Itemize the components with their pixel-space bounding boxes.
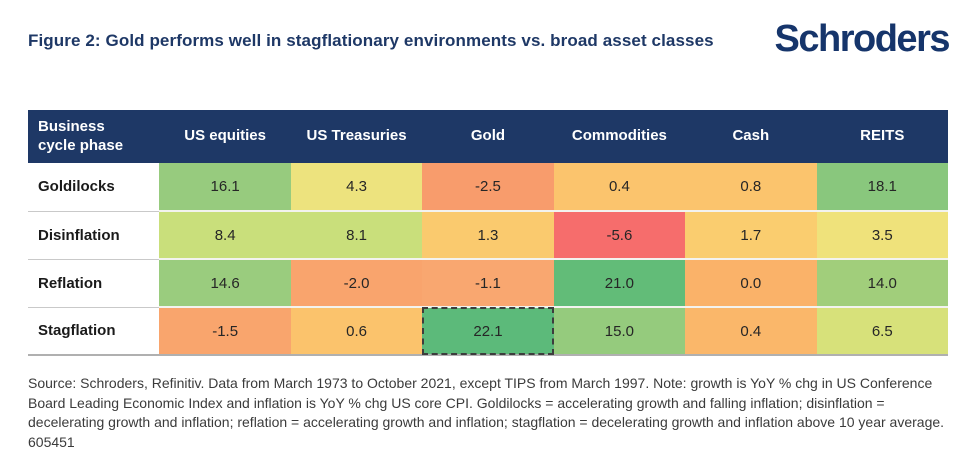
highlighted-value-cell: 22.1 [422, 307, 554, 356]
value-cell: 14.6 [159, 259, 291, 308]
value-cell: 16.1 [159, 163, 291, 212]
column-header: Gold [422, 110, 554, 163]
value-cell: -1.5 [159, 307, 291, 356]
value-cell: 8.1 [290, 211, 423, 260]
value-cell: 3.5 [816, 211, 948, 260]
table-row: Stagflation -1.5 0.6 22.1 15.0 0.4 6.5 [28, 307, 948, 356]
value-cell: -2.5 [422, 163, 554, 212]
schroders-logo: Schroders [774, 18, 951, 60]
value-cell: 0.0 [685, 259, 817, 308]
value-cell: 14.0 [816, 259, 948, 308]
value-cell: 0.8 [685, 163, 817, 212]
value-cell: 1.3 [422, 211, 554, 260]
table-row: Disinflation 8.4 8.1 1.3 -5.6 1.7 3.5 [28, 211, 948, 260]
value-cell: -5.6 [553, 211, 686, 260]
heatmap-table: Business cycle phase US equities US Treasu… [28, 110, 948, 356]
table-header-row: Business cycle phase US equities US Treasu… [28, 110, 948, 163]
value-cell: -1.1 [422, 259, 554, 308]
row-label: Goldilocks [28, 163, 160, 212]
column-header-phase: Business cycle phase [28, 110, 160, 163]
table-head: Business cycle phase US equities US Treasu… [28, 110, 948, 163]
value-cell: 0.4 [553, 163, 686, 212]
column-header: REITS [816, 110, 948, 163]
table-body: Goldilocks 16.1 4.3 -2.5 0.4 0.8 18.1 Disinflat… [28, 163, 948, 356]
row-label: Stagflation [28, 307, 160, 356]
row-label: Disinflation [28, 211, 160, 260]
row-label: Reflation [28, 259, 160, 308]
value-cell: 0.6 [290, 307, 423, 356]
column-header: Cash [685, 110, 817, 163]
value-cell: 4.3 [290, 163, 423, 212]
source-footnote: Source: Schroders, Refinitiv. Data from … [28, 375, 945, 450]
column-header: US Treasuries [290, 110, 423, 163]
value-cell: 1.7 [685, 211, 817, 260]
value-cell: 0.4 [685, 307, 817, 356]
figure-title: Figure 2: Gold performs well in stagflat… [28, 31, 714, 50]
value-cell: 21.0 [553, 259, 686, 308]
column-header: US equities [159, 110, 291, 163]
value-cell: -2.0 [290, 259, 423, 308]
value-cell: 6.5 [816, 307, 948, 356]
column-header: Commodities [553, 110, 686, 163]
table-row: Reflation 14.6 -2.0 -1.1 21.0 0.0 14.0 [28, 259, 948, 308]
table-row: Goldilocks 16.1 4.3 -2.5 0.4 0.8 18.1 [28, 163, 948, 212]
figure-header: Figure 2: Gold performs well in stagflat… [28, 16, 951, 60]
value-cell: 15.0 [553, 307, 686, 356]
value-cell: 18.1 [816, 163, 948, 212]
value-cell: 8.4 [159, 211, 291, 260]
